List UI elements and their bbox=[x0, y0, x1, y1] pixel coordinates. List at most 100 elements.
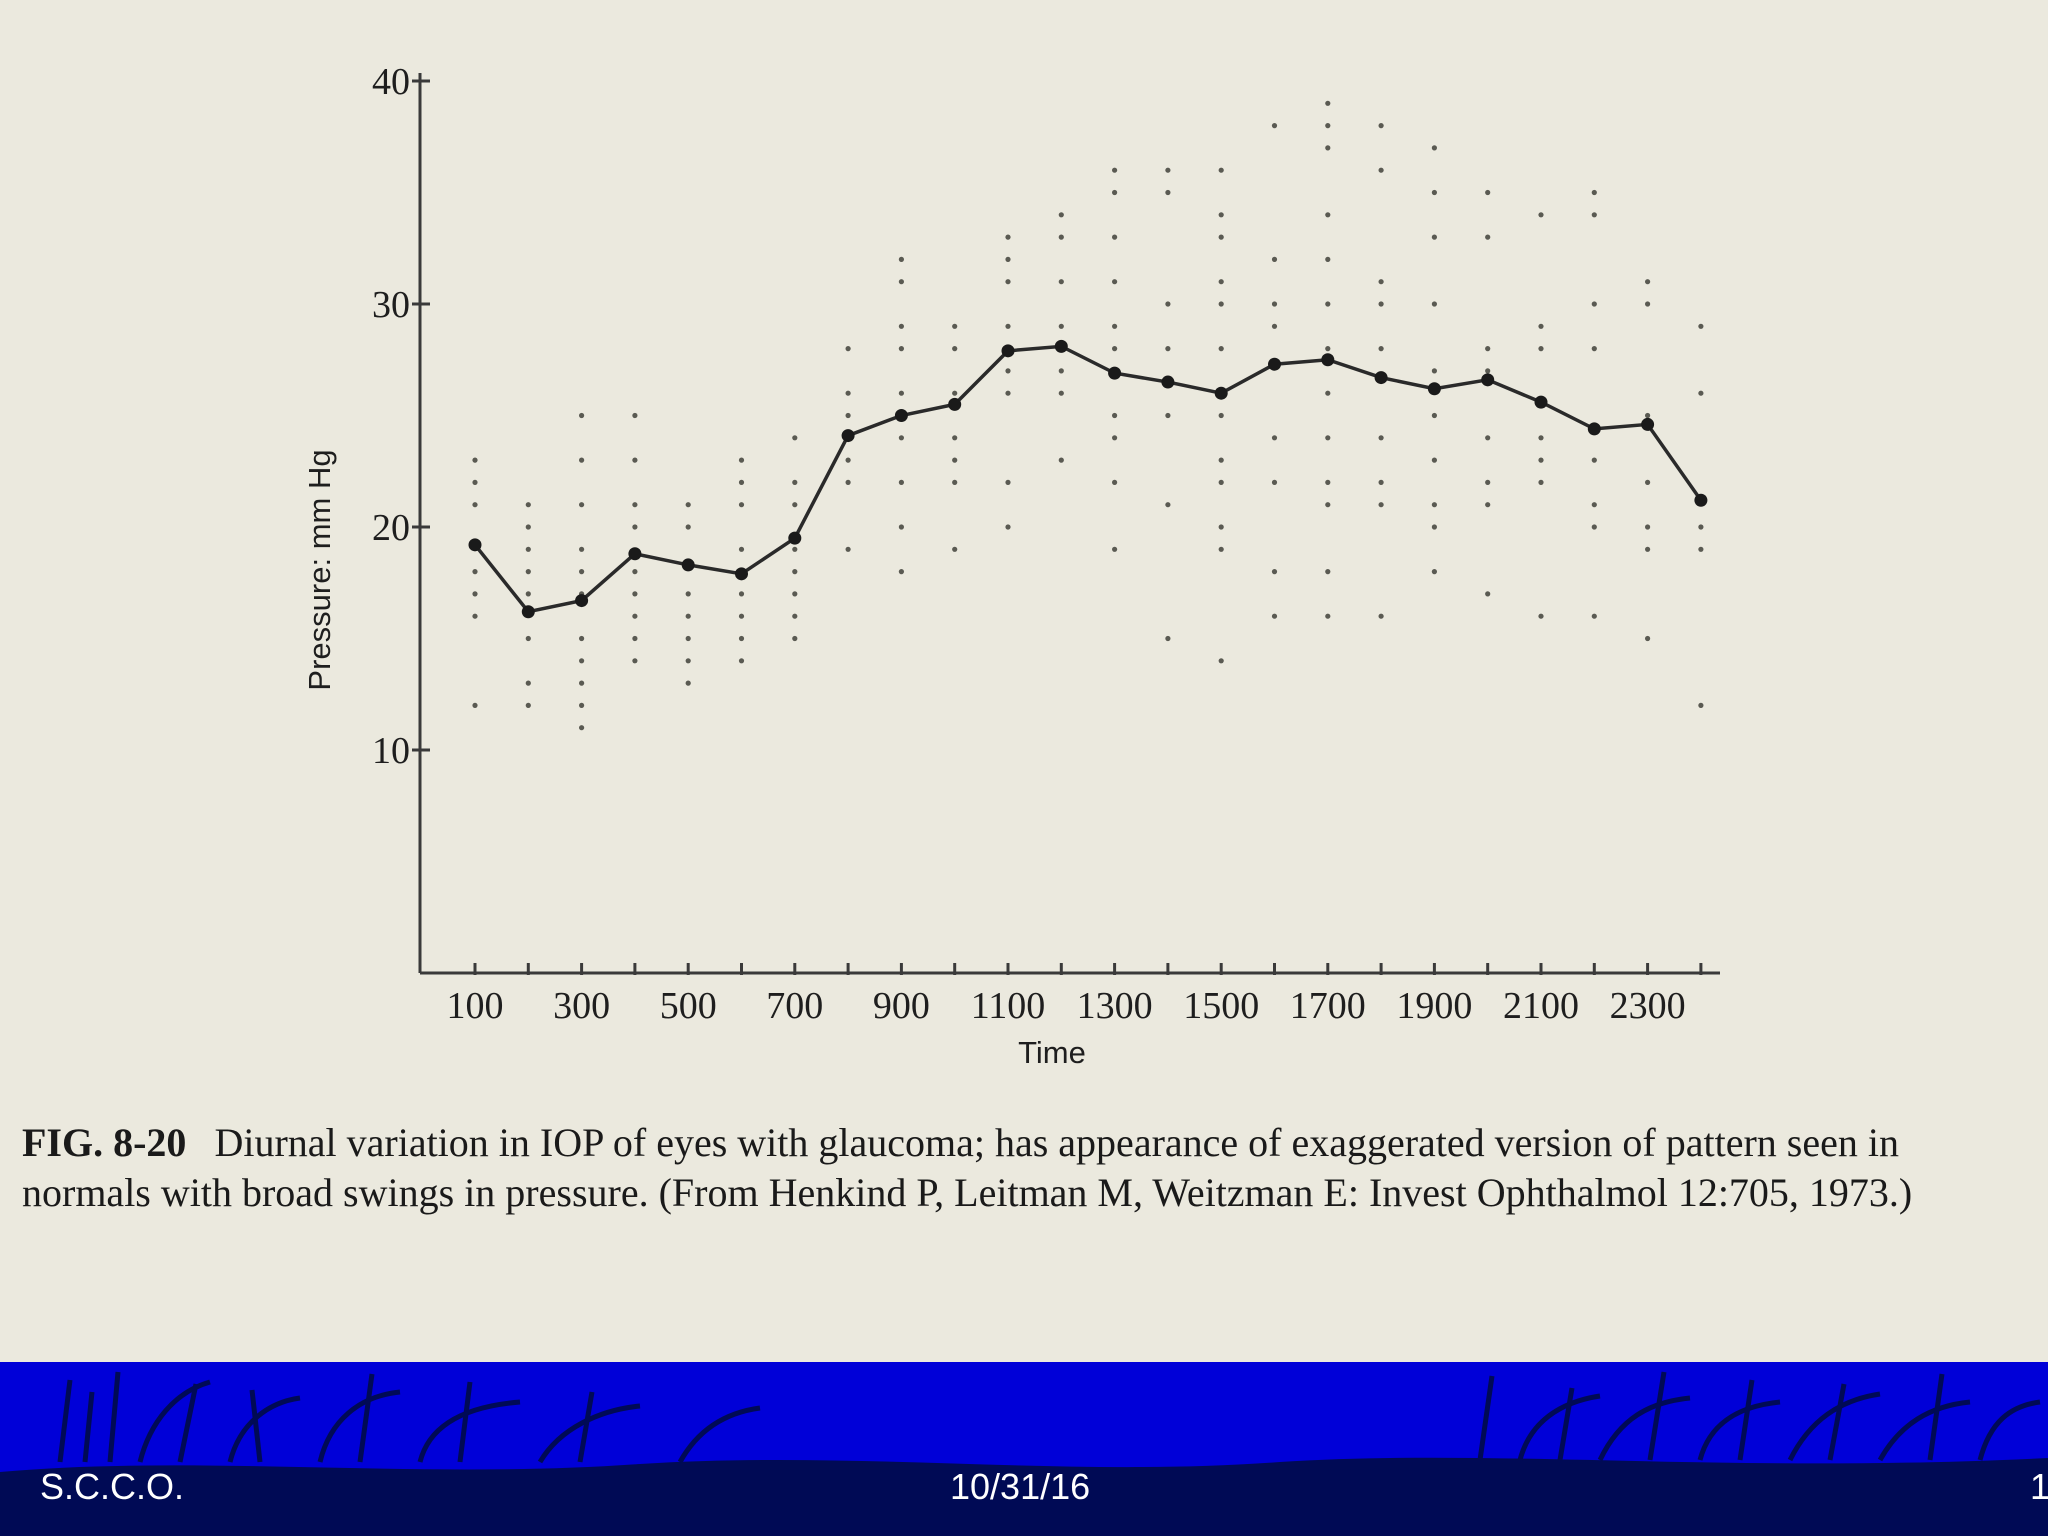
scatter-point bbox=[1378, 346, 1384, 352]
labels-layer: 10 20 30 40 100 300 500 700 900 1100 1300 1500 1700 1… bbox=[302, 61, 1686, 1070]
scatter-point bbox=[685, 658, 691, 664]
scatter-point bbox=[1378, 167, 1384, 173]
scatter-point bbox=[1218, 546, 1224, 552]
series-point bbox=[1161, 375, 1175, 389]
scatter-point bbox=[685, 502, 691, 508]
scatter-point bbox=[525, 680, 531, 686]
scatter-point bbox=[1431, 368, 1437, 374]
scatter-point bbox=[1112, 479, 1118, 485]
scatter-point bbox=[792, 569, 798, 575]
scatter-point bbox=[792, 591, 798, 597]
scatter-point bbox=[1165, 635, 1171, 642]
scatter-point bbox=[685, 524, 691, 530]
scatter-point bbox=[1325, 613, 1331, 619]
scatter-point bbox=[1165, 346, 1171, 352]
scatter-point bbox=[845, 546, 851, 552]
scatter-point bbox=[1325, 100, 1331, 106]
scatter-point bbox=[472, 457, 478, 463]
series-layer bbox=[468, 339, 1708, 619]
scatter-point bbox=[1165, 301, 1171, 307]
scatter-point bbox=[1218, 658, 1224, 664]
scatter-point bbox=[1271, 256, 1278, 262]
series-point bbox=[1321, 353, 1335, 367]
scatter-point bbox=[579, 635, 585, 642]
scatter-point bbox=[1218, 234, 1224, 240]
scatter-point bbox=[1431, 189, 1437, 196]
x-tick-label: 300 bbox=[553, 985, 610, 1027]
footer-page-number: 1 bbox=[2030, 1466, 2048, 1507]
x-tick-label: 1900 bbox=[1396, 985, 1472, 1027]
scatter-point bbox=[1538, 435, 1544, 441]
scatter-point bbox=[1271, 479, 1278, 485]
series-point bbox=[575, 594, 589, 608]
scatter-point bbox=[1378, 123, 1384, 129]
scatter-point bbox=[1591, 346, 1597, 352]
scatter-point bbox=[1698, 524, 1704, 530]
x-tick-label: 100 bbox=[447, 985, 504, 1027]
scatter-point bbox=[1058, 279, 1064, 285]
scatter-point bbox=[1645, 301, 1651, 307]
x-tick-label: 900 bbox=[873, 985, 930, 1027]
scatter-point bbox=[1005, 256, 1011, 262]
chart: 10 20 30 40 100 300 500 700 900 1100 1300 1500 1700 1… bbox=[302, 61, 1720, 1070]
scatter-point bbox=[579, 569, 585, 575]
scatter-point bbox=[738, 613, 745, 619]
scatter-point bbox=[632, 412, 638, 419]
y-tick-label: 30 bbox=[372, 284, 410, 326]
scatter-point bbox=[898, 569, 905, 575]
scatter-point bbox=[952, 346, 958, 352]
scatter-point bbox=[952, 546, 958, 552]
scatter-point bbox=[792, 435, 798, 441]
footer-left-text: S.C.C.O. bbox=[40, 1466, 185, 1507]
scatter-point bbox=[792, 546, 798, 552]
scatter-point bbox=[1591, 189, 1597, 196]
scatter-point bbox=[1218, 524, 1224, 530]
scatter-point bbox=[579, 702, 585, 709]
scatter-point bbox=[1485, 435, 1491, 441]
series-point bbox=[1534, 395, 1548, 409]
scatter-point bbox=[792, 635, 798, 642]
scatter-point bbox=[792, 613, 798, 619]
scatter-point bbox=[1218, 479, 1224, 485]
scatter-point bbox=[1591, 457, 1597, 463]
scatter-point bbox=[1645, 635, 1651, 642]
scatter-point bbox=[898, 524, 905, 530]
scatter-point bbox=[898, 346, 905, 352]
scatter-point bbox=[1218, 212, 1224, 218]
scatter-point bbox=[685, 613, 691, 619]
scatter-point bbox=[738, 591, 745, 597]
scatter-point bbox=[898, 435, 905, 441]
scatter-point bbox=[952, 390, 958, 396]
scatter-point bbox=[1591, 524, 1597, 530]
scatter-point bbox=[1325, 212, 1331, 218]
scatter-point bbox=[898, 279, 905, 285]
scatter-point bbox=[845, 390, 851, 396]
scatter-point bbox=[525, 524, 531, 530]
scatter-point bbox=[845, 479, 851, 485]
scatter-point bbox=[579, 457, 585, 463]
scatter-point bbox=[1112, 346, 1118, 352]
x-tick-label: 700 bbox=[766, 985, 823, 1027]
scatter-point bbox=[738, 479, 745, 485]
scatter-point bbox=[579, 658, 585, 664]
scatter-point bbox=[1165, 412, 1171, 419]
scatter-point bbox=[1698, 390, 1704, 396]
scatter-point bbox=[1485, 479, 1491, 485]
scatter-point bbox=[632, 457, 638, 463]
series-point bbox=[1374, 371, 1388, 385]
scatter-point bbox=[1218, 346, 1224, 352]
scatter-point bbox=[472, 591, 478, 597]
scatter-point bbox=[1645, 546, 1651, 552]
scatter-point bbox=[1591, 613, 1597, 619]
scatter-point bbox=[1538, 479, 1544, 485]
scatter-point bbox=[685, 591, 691, 597]
x-axis-title: Time bbox=[1018, 1035, 1086, 1070]
scatter-point bbox=[792, 502, 798, 508]
series-point bbox=[1054, 339, 1068, 353]
scatter-point bbox=[1485, 368, 1491, 374]
scatter-point bbox=[1485, 591, 1491, 597]
scatter-point bbox=[1058, 212, 1064, 218]
series-point bbox=[1268, 357, 1281, 371]
scatter-point bbox=[1378, 435, 1384, 441]
scatter-point bbox=[1698, 323, 1704, 329]
